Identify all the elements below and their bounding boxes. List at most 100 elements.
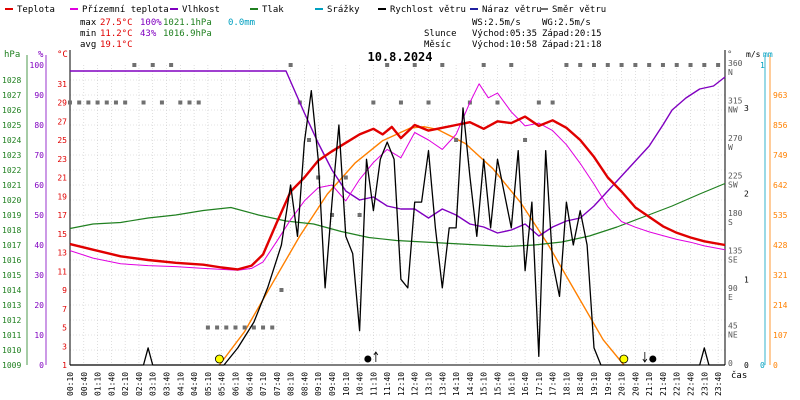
- stats-moon-set: Západ:21:18: [542, 40, 602, 50]
- wind-dir-point: [307, 138, 312, 142]
- tick-label-dir: N: [728, 68, 733, 77]
- tick-label-degc: 19: [57, 192, 67, 201]
- tick-label-degc: 27: [57, 117, 67, 126]
- tick-label-hpa: 1010: [2, 346, 21, 355]
- wind-dir-point: [426, 100, 431, 105]
- wind-dir-point: [481, 63, 486, 67]
- stats-sun-label: Slunce: [424, 29, 457, 39]
- tick-label-dir: W: [728, 143, 733, 152]
- legend-label: Vlhkost: [182, 5, 220, 15]
- wind-dir-point: [674, 63, 679, 67]
- tick-label-degc: 13: [57, 249, 67, 258]
- wind-dir-point: [242, 325, 247, 330]
- tick-label-solar: 749: [773, 151, 788, 160]
- stats-min-hum: 43%: [140, 29, 157, 39]
- unit-time: čas: [731, 370, 747, 381]
- tick-label-time: 17:10: [535, 372, 544, 396]
- stats-wg: WG:2.5m/s: [542, 18, 591, 28]
- tick-label-ms: 3: [744, 104, 749, 113]
- tick-label-time: 10:10: [342, 372, 351, 396]
- tick-label-time: 22:40: [687, 372, 696, 396]
- wind-dir-point: [288, 63, 293, 67]
- unit-hpa: hPa: [4, 50, 20, 60]
- legend-label: Srážky: [327, 5, 360, 15]
- stats-max-label: max: [80, 18, 97, 28]
- tick-label-hpa: 1028: [2, 76, 21, 85]
- tick-label-hpa: 1020: [2, 196, 21, 205]
- tick-label-pct: 100: [30, 61, 45, 70]
- wind-dir-point: [123, 100, 128, 105]
- stats-max-rain: 0.0mm: [228, 18, 255, 28]
- tick-label-hpa: 1011: [2, 331, 21, 340]
- wind-dir-point: [357, 213, 362, 217]
- unit-ms: m/s: [746, 50, 761, 59]
- wind-dir-point: [279, 288, 284, 292]
- tick-label-hpa: 1017: [2, 241, 21, 250]
- tick-label-time: 23:10: [700, 372, 709, 396]
- wind-dir-point: [550, 100, 555, 105]
- tick-label-hpa: 1014: [2, 286, 21, 295]
- chart-axes: 1009101010111012101310141015101610171018…: [2, 50, 788, 396]
- stats-avg-temp: 19.1°C: [100, 40, 133, 50]
- tick-label-deg: 360: [728, 59, 743, 68]
- tick-label-deg: 45: [728, 322, 738, 331]
- tick-label-time: 00:10: [66, 372, 75, 396]
- unit-mm: mm: [763, 50, 773, 59]
- tick-label-time: 13:10: [425, 372, 434, 396]
- tick-label-pct: 90: [34, 91, 44, 100]
- tick-label-solar: 428: [773, 241, 788, 250]
- tick-label-hpa: 1021: [2, 181, 21, 190]
- tick-label-solar: 963: [773, 91, 788, 100]
- tick-label-degc: 25: [57, 136, 67, 145]
- wind-dir-point: [688, 63, 693, 67]
- tick-label-time: 12:10: [397, 372, 406, 396]
- tick-label-hpa: 1016: [2, 256, 21, 265]
- tick-label-time: 17:40: [549, 372, 558, 396]
- wind-dir-point: [343, 175, 348, 180]
- tick-label-time: 18:40: [576, 372, 585, 396]
- tick-label-time: 03:40: [163, 372, 172, 396]
- wind-dir-point: [95, 100, 100, 105]
- tick-label-time: 09:10: [314, 372, 323, 396]
- tick-label-pct: 50: [34, 211, 44, 220]
- tick-label-hpa: 1012: [2, 316, 21, 325]
- wind-dir-point: [702, 63, 707, 67]
- stats-sun-set: Západ:20:15: [542, 29, 602, 39]
- chart-title: 10.8.2024: [367, 50, 432, 64]
- tick-label-ms: 0: [744, 361, 749, 370]
- tick-label-time: 04:40: [190, 372, 199, 396]
- tick-label-degc: 11: [57, 267, 67, 276]
- stats-max-temp: 27.5°C: [100, 18, 133, 28]
- tick-label-time: 01:40: [107, 372, 116, 396]
- tick-label-time: 00:40: [80, 372, 89, 396]
- tick-label-time: 13:40: [438, 372, 447, 396]
- tick-label-solar: 642: [773, 181, 788, 190]
- wind-dir-point: [113, 100, 118, 105]
- tick-label-time: 14:10: [452, 372, 461, 396]
- wind-dir-point: [412, 63, 417, 67]
- wind-dir-point: [233, 325, 238, 330]
- wind-dir-point: [398, 100, 403, 105]
- moonrise-arrow: [373, 351, 379, 362]
- tick-label-time: 07:40: [273, 372, 282, 396]
- tick-label-pct: 80: [34, 121, 44, 130]
- tick-label-mm: 1: [760, 61, 765, 70]
- tick-label-solar: 856: [773, 121, 788, 130]
- stats-sun-rise: Východ:05:35: [472, 29, 537, 39]
- tick-label-time: 02:10: [121, 372, 130, 396]
- wind-dir-point: [261, 325, 266, 330]
- wind-dir-point: [509, 63, 514, 67]
- wind-dir-point: [150, 63, 155, 67]
- tick-label-time: 18:10: [562, 372, 571, 396]
- wind-dir-point: [316, 175, 321, 180]
- wind-dir-point: [619, 63, 624, 67]
- tick-label-degc: 29: [57, 99, 67, 108]
- wind-dir-point: [564, 63, 569, 67]
- tick-label-degc: 31: [57, 80, 67, 89]
- tick-label-time: 06:40: [245, 372, 254, 396]
- tick-label-hpa: 1009: [2, 361, 21, 370]
- tick-label-deg: 270: [728, 134, 743, 143]
- tick-label-degc: 5: [62, 324, 67, 333]
- tick-label-ms: 1: [744, 275, 749, 284]
- wind-dir-point: [86, 100, 91, 105]
